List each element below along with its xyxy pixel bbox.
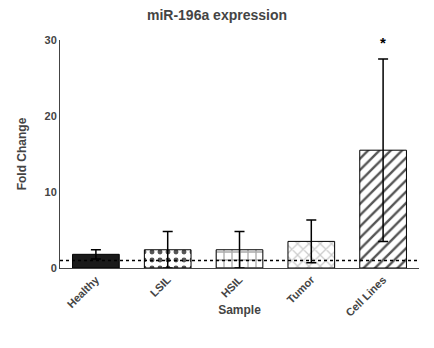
svg-text:Healthy: Healthy [65,273,102,310]
svg-text:HSIL: HSIL [219,273,245,299]
svg-text:10: 10 [45,186,57,198]
svg-text:Fold Change: Fold Change [15,117,29,190]
svg-text:20: 20 [45,110,57,122]
svg-text:30: 30 [45,34,57,46]
svg-text:0: 0 [51,262,57,274]
svg-text:Sample: Sample [218,303,261,317]
svg-text:miR-196a expression: miR-196a expression [147,7,287,23]
svg-text:*: * [380,34,386,51]
svg-text:LSIL: LSIL [148,273,174,299]
svg-text:Tumor: Tumor [284,273,317,306]
svg-text:Cell Lines: Cell Lines [343,274,388,319]
